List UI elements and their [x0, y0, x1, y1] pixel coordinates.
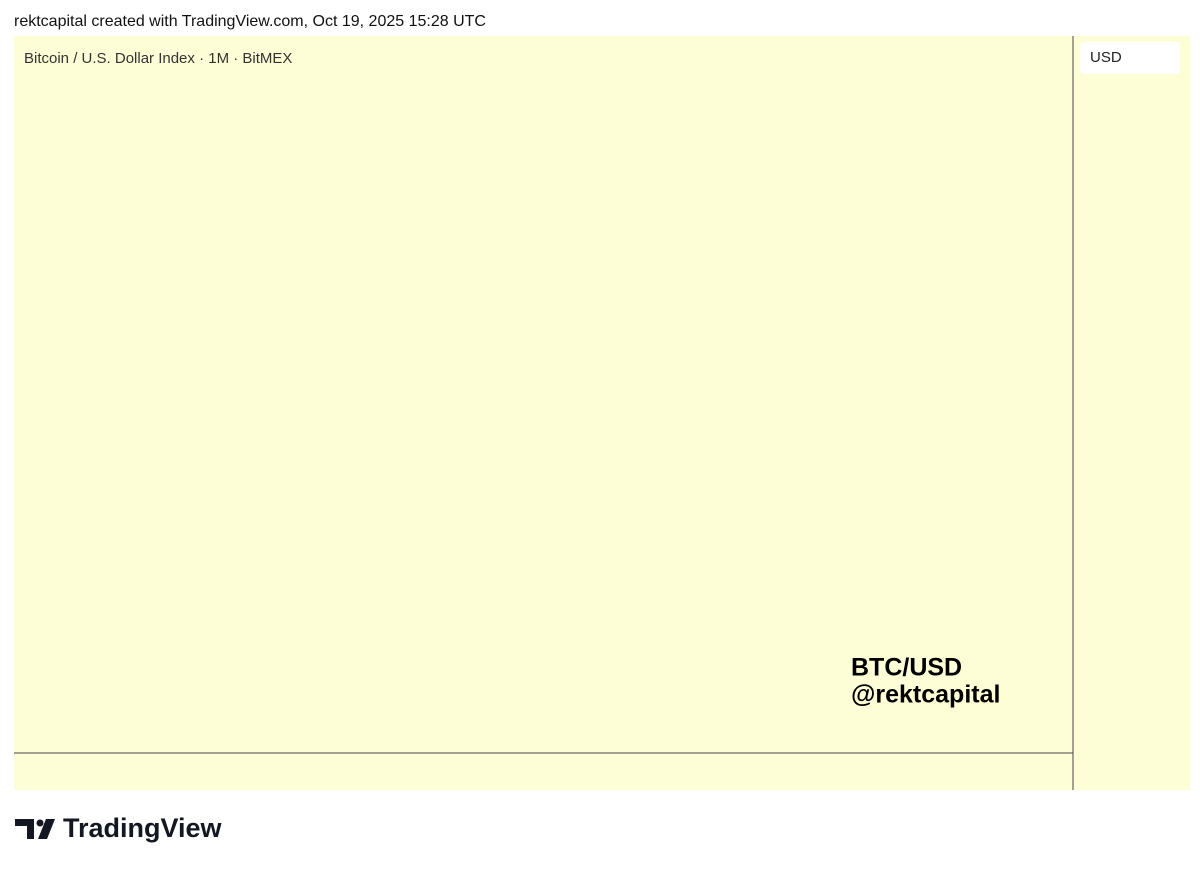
- header: rektcapital created with TradingView.com…: [14, 13, 486, 30]
- chart-background: [14, 36, 1190, 790]
- logo-icon: [38, 819, 55, 839]
- annotation: @rektcapital: [851, 681, 1000, 709]
- chart-title: Bitcoin / U.S. Dollar Index · 1M · BitME…: [24, 50, 292, 67]
- footer: TradingView: [63, 813, 223, 843]
- annotation: BTC/USD: [851, 654, 962, 682]
- logo: TradingView: [15, 813, 223, 843]
- currency-box: [1080, 42, 1180, 74]
- logo-icon: [36, 819, 44, 827]
- logo-icon: [15, 819, 34, 839]
- currency: USD: [1090, 49, 1122, 66]
